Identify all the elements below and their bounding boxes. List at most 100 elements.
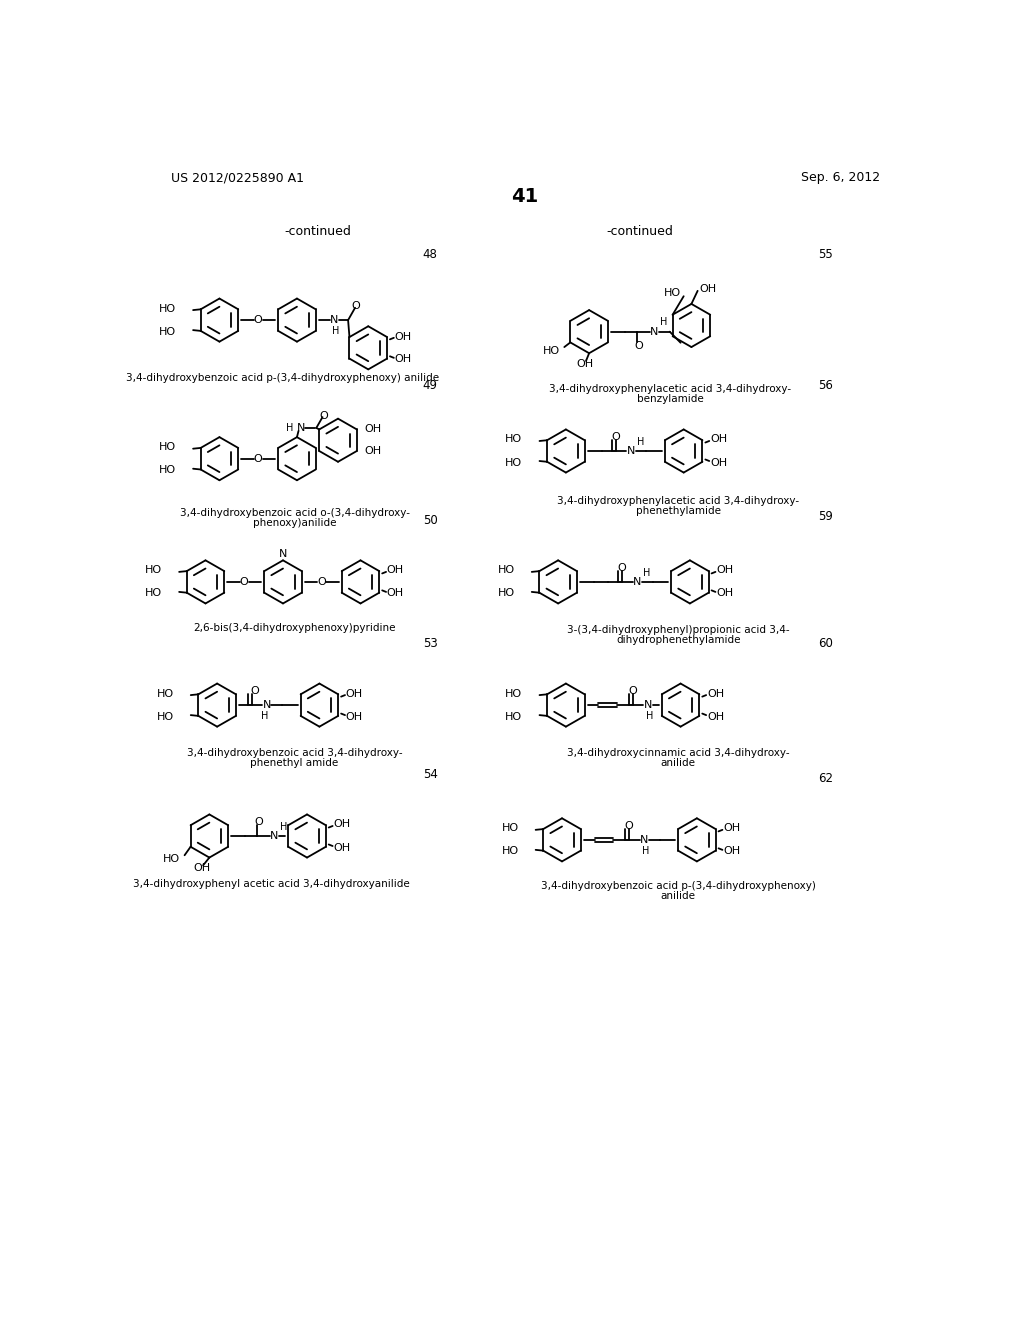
Text: HO: HO	[498, 589, 515, 598]
Text: N: N	[650, 326, 658, 337]
Text: 3,4-dihydroxyphenylacetic acid 3,4-dihydroxy-: 3,4-dihydroxyphenylacetic acid 3,4-dihyd…	[557, 496, 800, 506]
Text: benzylamide: benzylamide	[637, 395, 703, 404]
Text: N: N	[270, 832, 279, 841]
Text: US 2012/0225890 A1: US 2012/0225890 A1	[171, 172, 304, 185]
Text: O: O	[634, 341, 643, 351]
Text: N: N	[644, 700, 652, 710]
Text: OH: OH	[346, 689, 362, 698]
Text: HO: HO	[159, 326, 176, 337]
Text: HO: HO	[145, 565, 162, 576]
Text: HO: HO	[159, 465, 176, 475]
Text: H: H	[646, 711, 653, 721]
Text: N: N	[297, 422, 305, 433]
Text: OH: OH	[716, 565, 733, 576]
Text: N: N	[262, 700, 271, 710]
Text: HO: HO	[506, 434, 522, 445]
Text: HO: HO	[506, 689, 522, 698]
Text: O: O	[254, 315, 262, 325]
Text: Sep. 6, 2012: Sep. 6, 2012	[801, 172, 880, 185]
Text: OH: OH	[723, 846, 740, 857]
Text: 3,4-dihydroxybenzoic acid 3,4-dihydroxy-: 3,4-dihydroxybenzoic acid 3,4-dihydroxy-	[186, 748, 402, 758]
Text: 3,4-dihydroxybenzoic acid p-(3,4-dihydroxyphenoxy) anilide: 3,4-dihydroxybenzoic acid p-(3,4-dihydro…	[126, 372, 439, 383]
Text: OH: OH	[707, 711, 724, 722]
Text: H: H	[659, 317, 668, 327]
Text: OH: OH	[716, 589, 733, 598]
Text: HO: HO	[498, 565, 515, 576]
Text: N: N	[633, 577, 641, 587]
Text: OH: OH	[334, 820, 350, 829]
Text: HO: HO	[157, 689, 174, 698]
Text: O: O	[611, 432, 620, 442]
Text: phenethyl amide: phenethyl amide	[251, 758, 339, 768]
Text: 3,4-dihydroxybenzoic acid p-(3,4-dihydroxyphenoxy): 3,4-dihydroxybenzoic acid p-(3,4-dihydro…	[541, 880, 816, 891]
Text: OH: OH	[387, 589, 404, 598]
Text: HO: HO	[543, 346, 560, 356]
Text: 3-(3,4-dihydroxyphenyl)propionic acid 3,4-: 3-(3,4-dihydroxyphenyl)propionic acid 3,…	[567, 624, 790, 635]
Text: OH: OH	[387, 565, 404, 576]
Text: 3,4-dihydroxyphenyl acetic acid 3,4-dihydroxyanilide: 3,4-dihydroxyphenyl acetic acid 3,4-dihy…	[133, 879, 410, 888]
Text: O: O	[317, 577, 326, 587]
Text: HO: HO	[157, 711, 174, 722]
Text: 55: 55	[818, 248, 833, 261]
Text: 2,6-bis(3,4-dihydroxyphenoxy)pyridine: 2,6-bis(3,4-dihydroxyphenoxy)pyridine	[194, 623, 396, 634]
Text: HO: HO	[159, 304, 176, 314]
Text: OH: OH	[575, 359, 593, 370]
Text: phenoxy)anilide: phenoxy)anilide	[253, 517, 336, 528]
Text: H: H	[281, 822, 288, 832]
Text: -continued: -continued	[606, 224, 673, 238]
Text: HO: HO	[159, 442, 176, 453]
Text: N: N	[627, 446, 635, 455]
Text: N: N	[330, 315, 338, 325]
Text: 60: 60	[818, 638, 833, 649]
Text: HO: HO	[502, 824, 518, 833]
Text: HO: HO	[506, 458, 522, 467]
Text: OH: OH	[334, 842, 350, 853]
Text: O: O	[625, 821, 633, 832]
Text: O: O	[617, 564, 626, 573]
Text: HO: HO	[145, 589, 162, 598]
Text: HO: HO	[506, 711, 522, 722]
Text: H: H	[637, 437, 644, 446]
Text: OH: OH	[707, 689, 724, 698]
Text: O: O	[254, 454, 262, 463]
Text: O: O	[319, 411, 329, 421]
Text: OH: OH	[365, 446, 382, 455]
Text: O: O	[250, 686, 259, 696]
Text: 56: 56	[818, 379, 833, 392]
Text: 3,4-dihydroxyphenylacetic acid 3,4-dihydroxy-: 3,4-dihydroxyphenylacetic acid 3,4-dihyd…	[550, 384, 792, 395]
Text: OH: OH	[365, 425, 382, 434]
Text: N: N	[640, 834, 648, 845]
Text: OH: OH	[194, 863, 210, 874]
Text: O: O	[351, 301, 360, 312]
Text: OH: OH	[394, 354, 412, 363]
Text: 3,4-dihydroxybenzoic acid o-(3,4-dihydroxy-: 3,4-dihydroxybenzoic acid o-(3,4-dihydro…	[179, 508, 410, 517]
Text: HO: HO	[664, 288, 681, 298]
Text: OH: OH	[699, 284, 717, 293]
Text: HO: HO	[502, 846, 518, 857]
Text: 50: 50	[423, 513, 437, 527]
Text: OH: OH	[710, 434, 727, 445]
Text: OH: OH	[723, 824, 740, 833]
Text: O: O	[628, 686, 637, 696]
Text: OH: OH	[346, 711, 362, 722]
Text: OH: OH	[710, 458, 727, 467]
Text: phenethylamide: phenethylamide	[636, 506, 721, 516]
Text: H: H	[287, 422, 294, 433]
Text: H: H	[261, 711, 269, 721]
Text: anilide: anilide	[660, 758, 695, 768]
Text: 53: 53	[423, 638, 437, 649]
Text: H: H	[642, 846, 649, 855]
Text: 48: 48	[423, 248, 437, 261]
Text: 41: 41	[511, 187, 539, 206]
Text: -continued: -continued	[285, 224, 351, 238]
Text: anilide: anilide	[660, 891, 695, 902]
Text: H: H	[643, 568, 650, 578]
Text: 3,4-dihydroxycinnamic acid 3,4-dihydroxy-: 3,4-dihydroxycinnamic acid 3,4-dihydroxy…	[567, 748, 790, 758]
Text: 49: 49	[423, 379, 437, 392]
Text: HO: HO	[163, 854, 180, 865]
Text: O: O	[255, 817, 263, 828]
Text: dihydrophenethylamide: dihydrophenethylamide	[616, 635, 740, 644]
Text: 62: 62	[818, 772, 833, 785]
Text: OH: OH	[394, 333, 412, 342]
Text: 54: 54	[423, 768, 437, 781]
